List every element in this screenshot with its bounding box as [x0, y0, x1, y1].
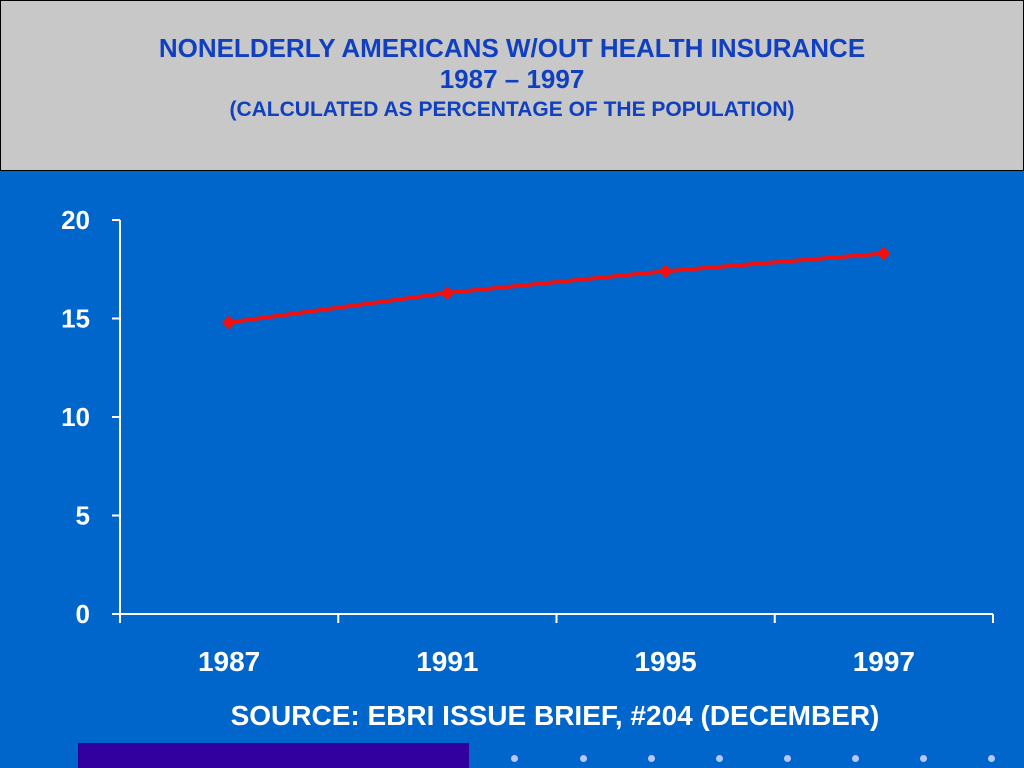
y-tick-label: 5 — [76, 501, 90, 531]
x-tick-label: 1995 — [634, 646, 696, 677]
decorative-dot — [920, 755, 927, 762]
x-tick-label: 1991 — [416, 646, 478, 677]
y-tick-label: 10 — [61, 402, 90, 432]
decorative-dot — [716, 755, 723, 762]
chart-subtitle: (CALCULATED AS PERCENTAGE OF THE POPULAT… — [229, 98, 795, 122]
line-chart: 0 5 10 15 20 1987 1991 1995 1997 — [61, 205, 994, 677]
decorative-dot — [511, 755, 518, 762]
y-axis-ticks: 0 5 10 15 20 — [61, 205, 120, 629]
y-tick-label: 15 — [61, 304, 90, 334]
decorative-dots — [0, 753, 1024, 765]
chart-title: NONELDERLY AMERICANS W/OUT HEALTH INSURA… — [158, 33, 866, 63]
y-tick-label: 20 — [61, 205, 90, 235]
chart-title-years: 1987 – 1997 — [439, 64, 585, 95]
series-group — [222, 246, 891, 330]
decorative-dot — [852, 755, 859, 762]
decorative-dot — [988, 755, 995, 762]
decorative-dot — [580, 755, 587, 762]
x-tick-label: 1987 — [198, 646, 260, 677]
data-point-marker — [658, 264, 673, 279]
chart-axes — [119, 220, 993, 615]
title-banner: NONELDERLY AMERICANS W/OUT HEALTH INSURA… — [0, 0, 1024, 171]
x-axis-ticks: 1987 1991 1995 1997 — [119, 614, 994, 677]
data-point-marker — [222, 315, 237, 330]
decorative-dot — [784, 755, 791, 762]
data-point-marker — [876, 246, 891, 261]
decorative-dot — [648, 755, 655, 762]
x-tick-label: 1997 — [853, 646, 915, 677]
data-point-marker — [440, 285, 455, 300]
series-line — [228, 251, 885, 325]
source-note: SOURCE: EBRI ISSUE BRIEF, #204 (DECEMBER… — [230, 700, 880, 731]
y-tick-label: 0 — [76, 599, 90, 629]
bottom-accent-bar — [78, 743, 469, 768]
